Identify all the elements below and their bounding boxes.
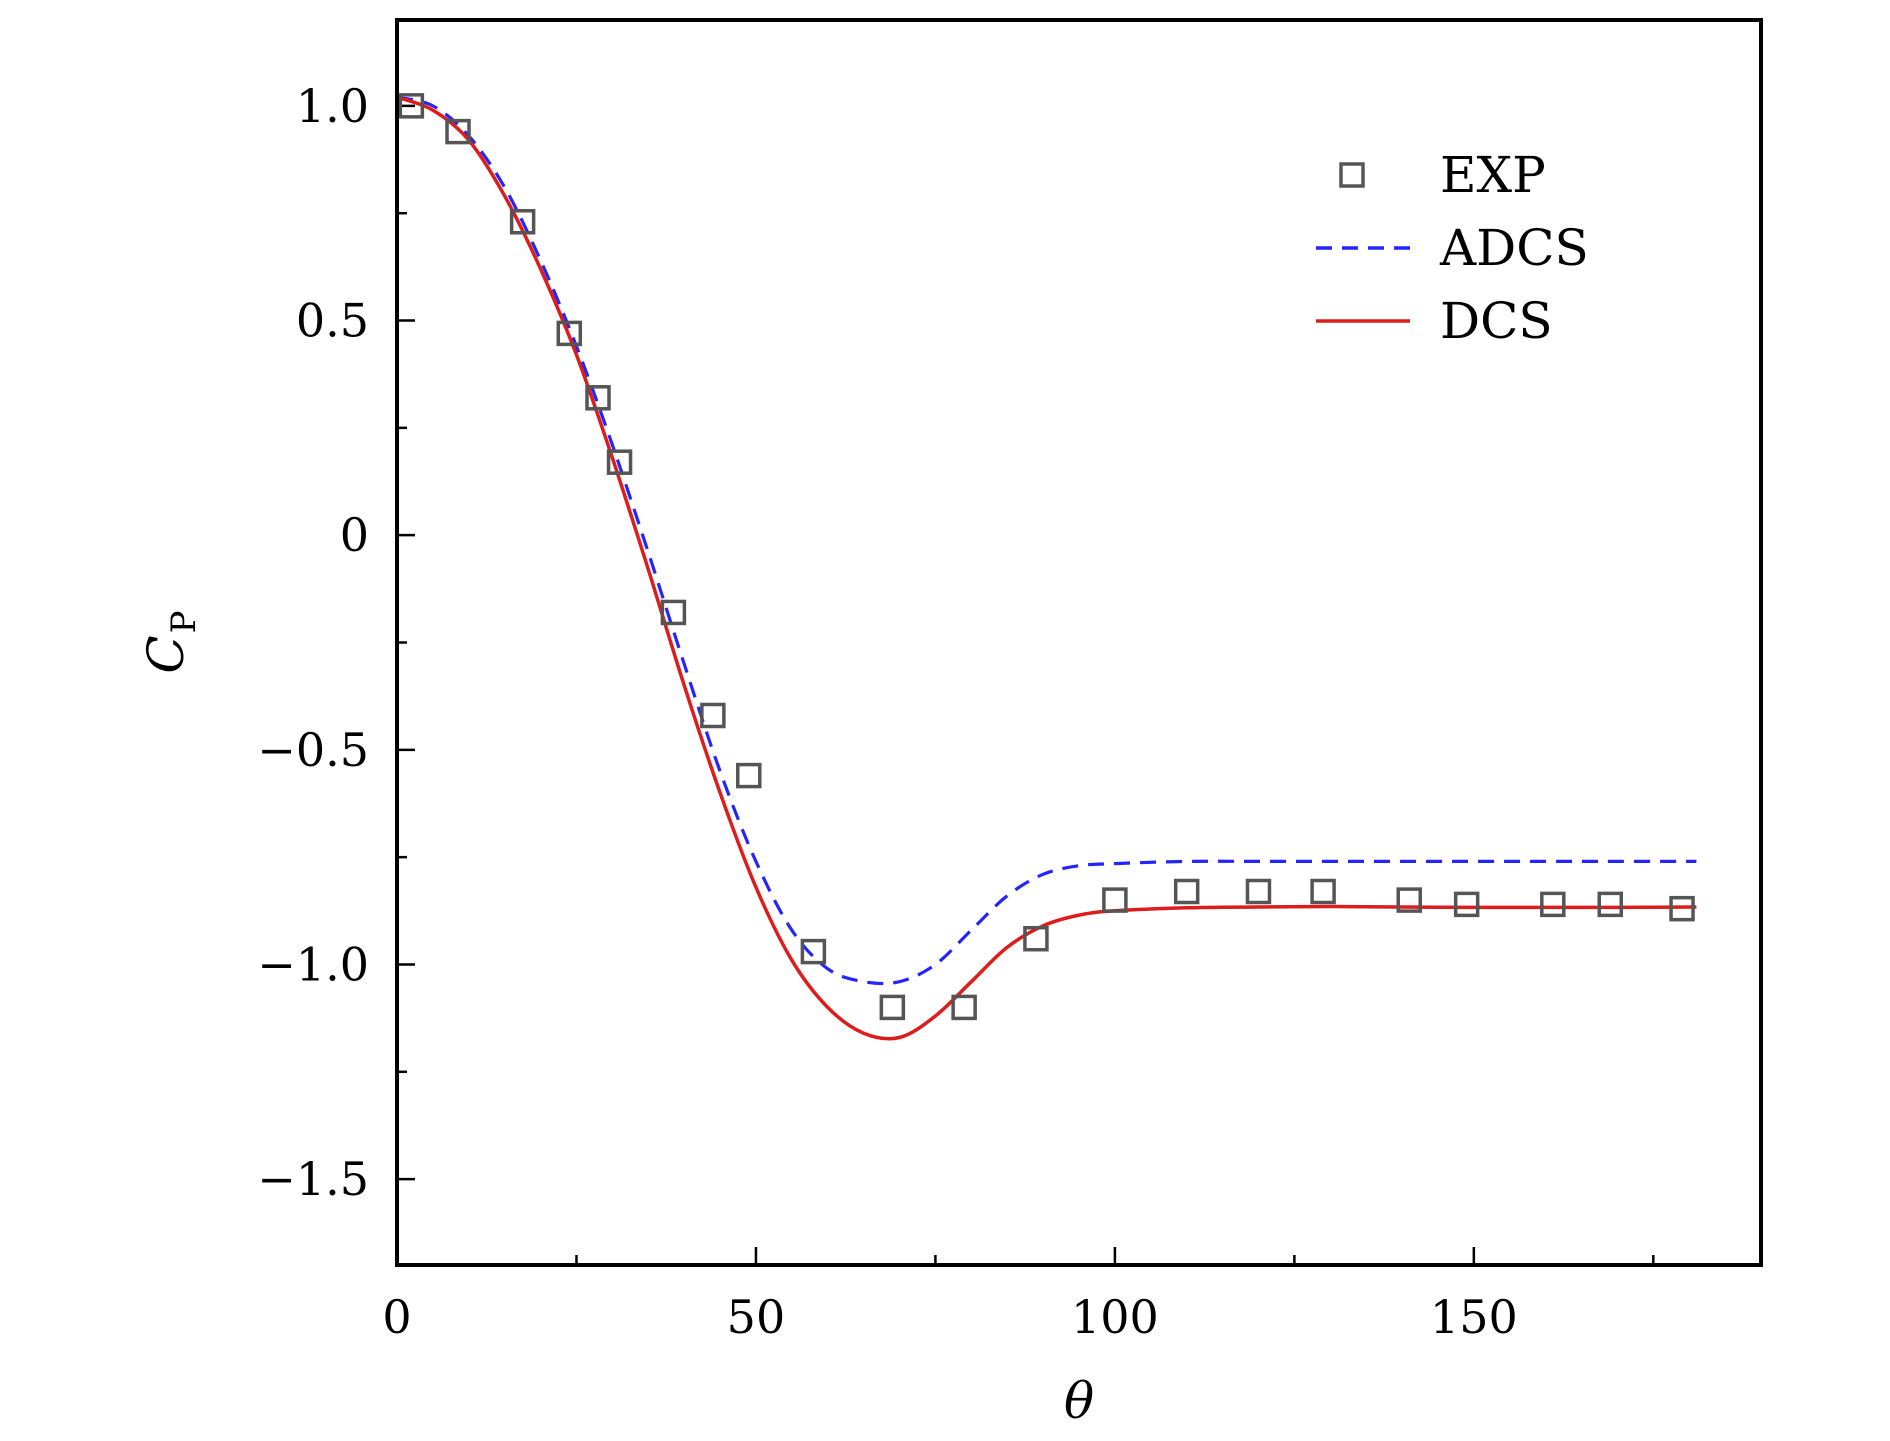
exp-marker [1669, 895, 1695, 922]
svg-text:CP: CP [137, 610, 204, 673]
ticks-layer: 0 50 100 150 1.0 0.5 0 −0.5 −1.0 −1.5 [257, 79, 1655, 1344]
exp-marker [1102, 887, 1128, 913]
legend-adcs-label: ADCS [1439, 219, 1589, 277]
y-axis-label-sub: P [164, 610, 204, 633]
x-tick-label: 0 [382, 1290, 411, 1344]
exp-marker [556, 320, 583, 347]
exp-marker [879, 994, 906, 1021]
y-tick-label: −0.5 [257, 723, 369, 777]
exp-marker [398, 93, 425, 119]
y-axis-label: CP [137, 610, 204, 673]
adcs-line [396, 95, 1697, 986]
dcs-line [396, 95, 1697, 1041]
x-tick-label: 50 [727, 1290, 786, 1344]
y-tick-label: 0 [340, 508, 369, 562]
exp-marker [1310, 878, 1336, 905]
exp-marker [1597, 891, 1623, 918]
exp-marker [1245, 878, 1272, 905]
exp-marker [1173, 878, 1200, 905]
exp-marker [1453, 891, 1480, 918]
y-tick-label: −1.0 [257, 937, 369, 991]
exp-marker [1023, 925, 1049, 952]
x-axis-label: θ [1064, 1372, 1094, 1430]
exp-marker [606, 449, 633, 475]
x-tick-label: 150 [1430, 1290, 1518, 1344]
legend-exp-label: EXP [1440, 146, 1546, 204]
exp-marker [800, 938, 827, 965]
y-tick-label: 1.0 [296, 79, 369, 133]
exp-marker [736, 762, 762, 789]
exp-marker [585, 385, 611, 411]
exp-marker [700, 702, 726, 729]
legend-dcs-label: DCS [1440, 292, 1553, 350]
y-tick-label: −1.5 [257, 1152, 369, 1206]
series-layer [396, 93, 1697, 1041]
exp-marker [445, 118, 471, 145]
exp-marker [1540, 891, 1566, 918]
legend: EXP ADCS DCS [1316, 146, 1589, 350]
y-tick-label: 0.5 [296, 294, 369, 348]
x-tick-label: 100 [1071, 1290, 1159, 1344]
y-axis-label-main: C [137, 635, 195, 673]
exp-marker [1396, 887, 1422, 913]
plot-frame [395, 18, 1763, 1267]
exp-marker [951, 994, 977, 1021]
exp-marker [660, 599, 687, 626]
exp-marker [509, 209, 536, 235]
legend-exp-symbol [1339, 162, 1365, 188]
